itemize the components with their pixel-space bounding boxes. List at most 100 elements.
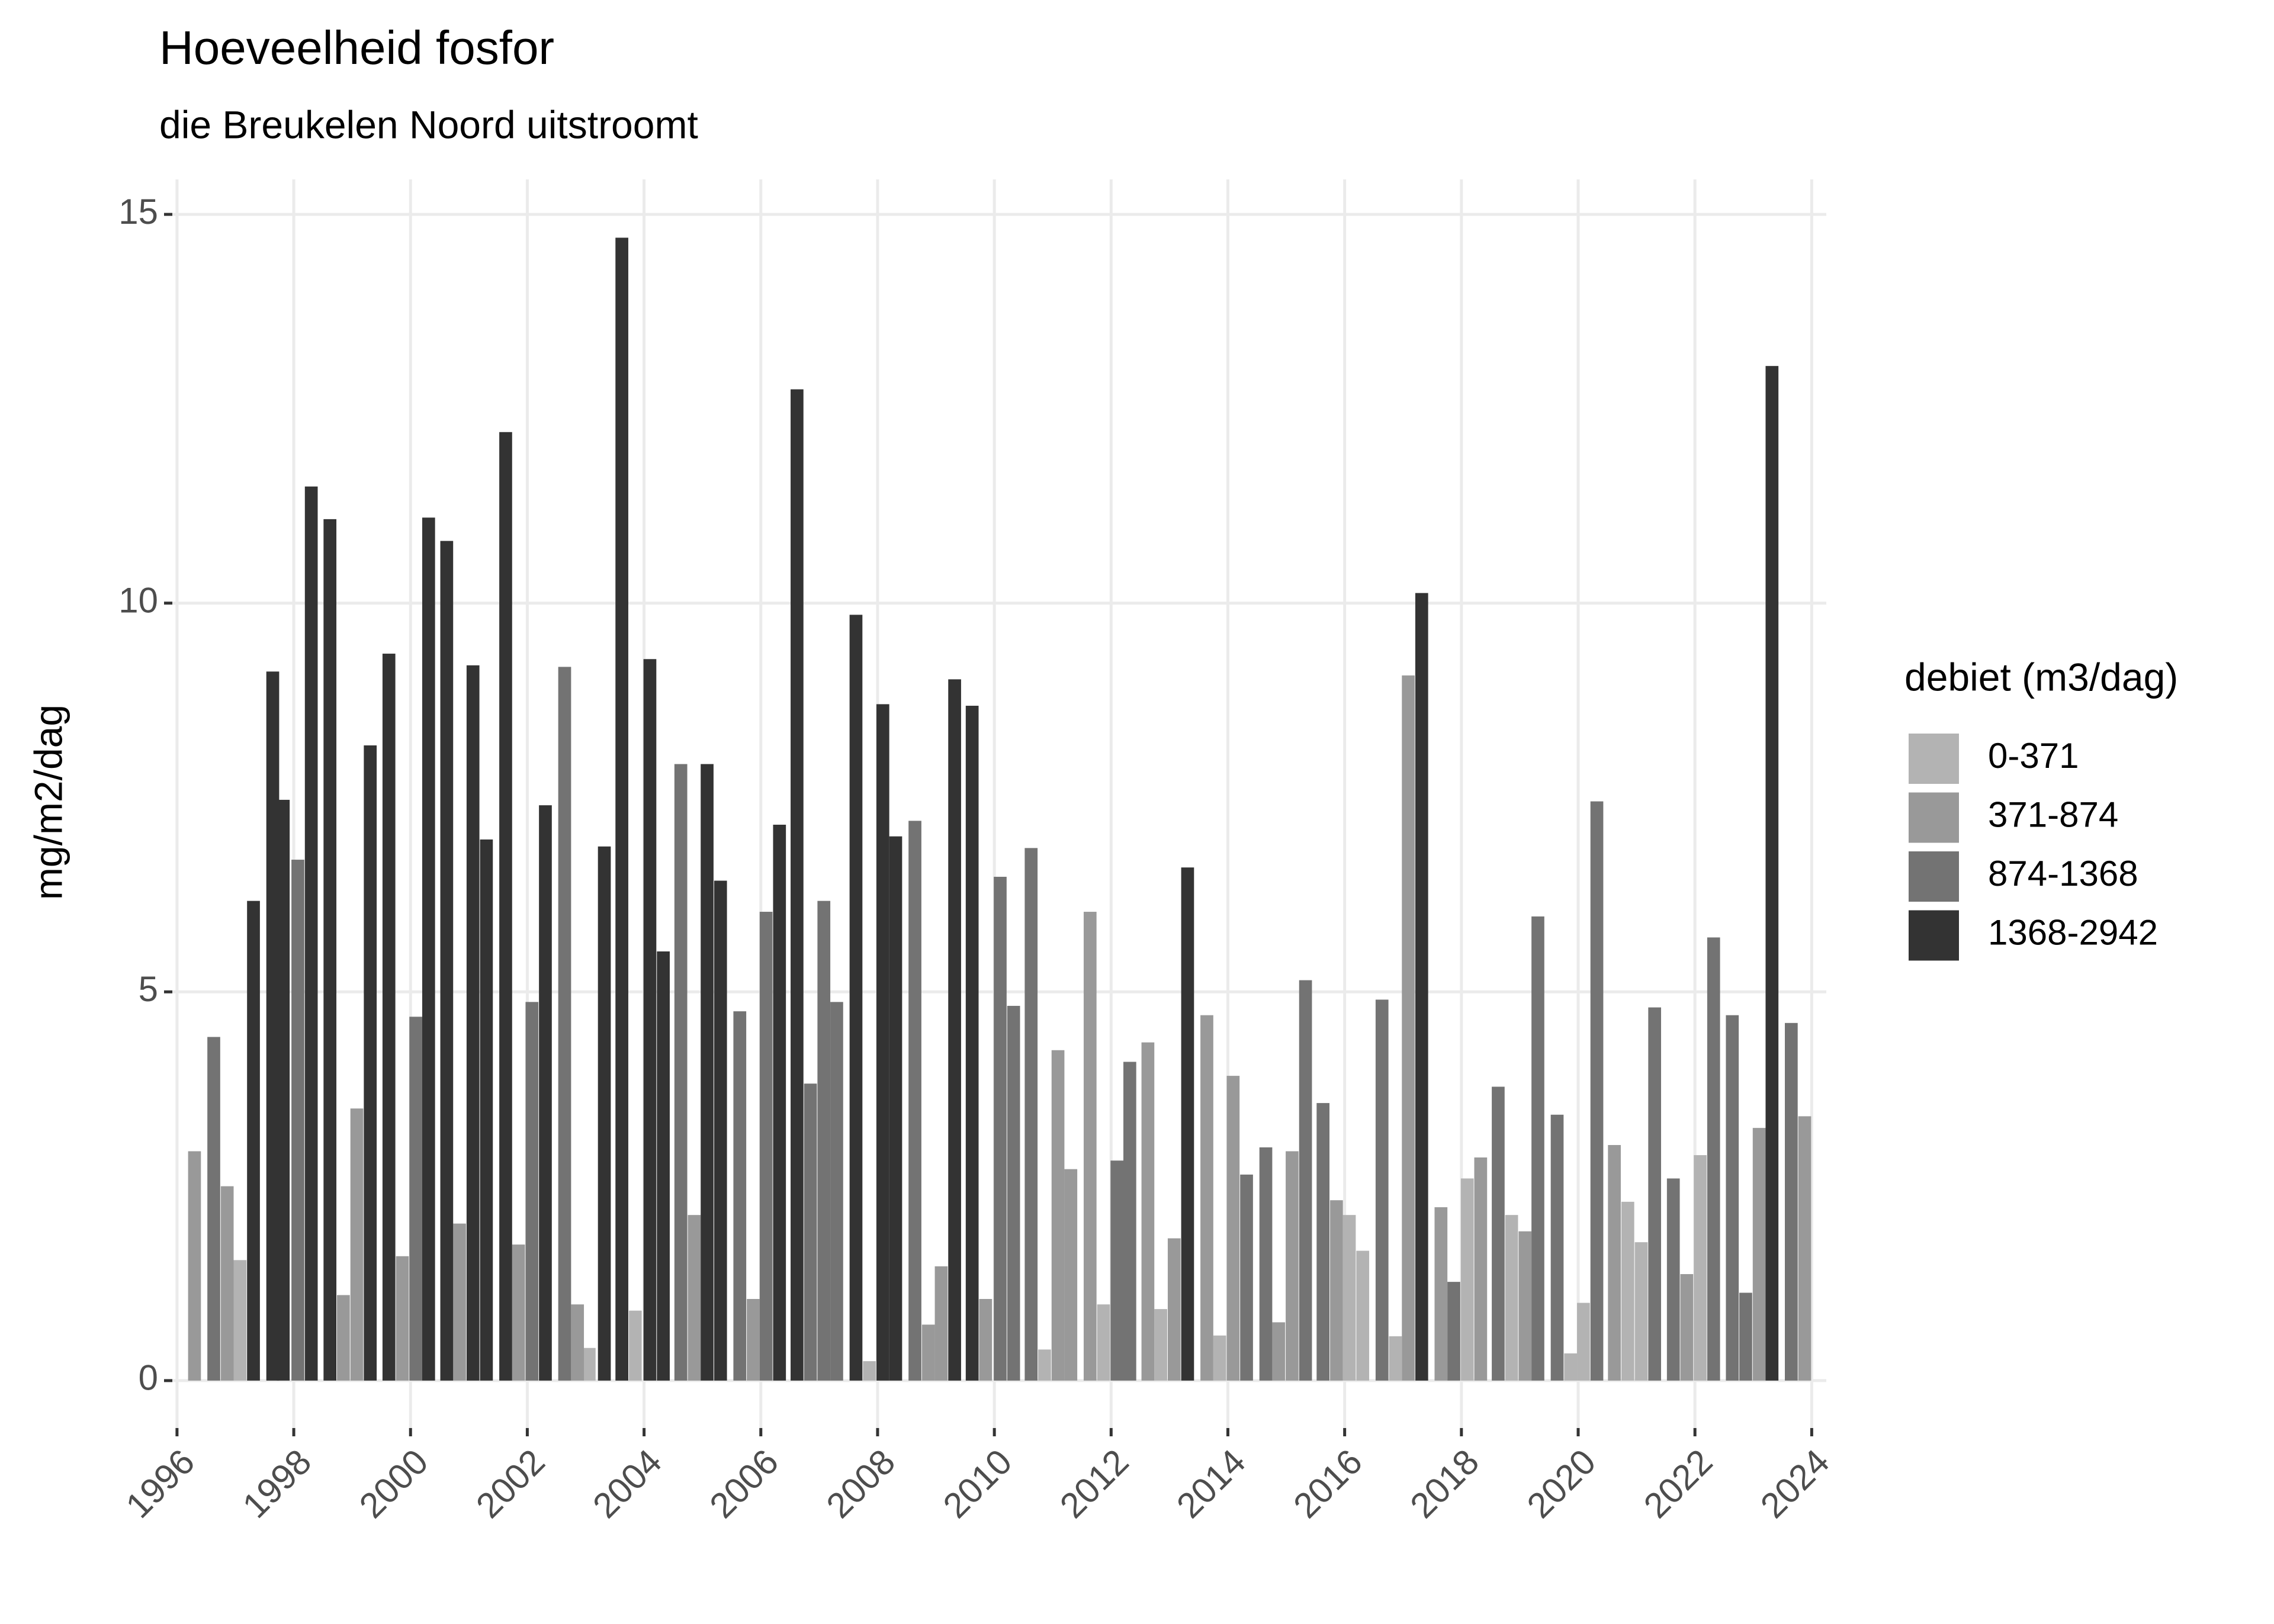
bar xyxy=(889,836,902,1381)
bar xyxy=(1634,1242,1648,1381)
x-tick-label: 2022 xyxy=(1636,1442,1720,1526)
bar xyxy=(849,615,863,1381)
bar xyxy=(480,839,493,1381)
bar xyxy=(1752,1128,1766,1381)
bar xyxy=(1375,999,1389,1381)
bar xyxy=(323,519,337,1381)
bar xyxy=(1226,1076,1240,1381)
bar xyxy=(598,846,611,1381)
bar xyxy=(539,805,552,1381)
y-tick-label: 10 xyxy=(118,581,158,620)
bar xyxy=(615,237,628,1381)
y-axis-label: mg/m2/dag xyxy=(26,705,70,900)
bar xyxy=(1785,1022,1798,1381)
bar xyxy=(948,679,961,1381)
bar xyxy=(1389,1336,1402,1381)
bar xyxy=(453,1223,466,1381)
bar xyxy=(921,1324,935,1381)
bar xyxy=(1240,1174,1253,1381)
bar xyxy=(994,876,1007,1381)
y-tick-label: 5 xyxy=(139,969,158,1009)
bar xyxy=(1590,801,1604,1381)
bar xyxy=(1402,675,1415,1381)
bar xyxy=(422,517,435,1381)
bar xyxy=(364,745,377,1381)
bar xyxy=(876,704,889,1381)
bar xyxy=(188,1151,201,1381)
bar xyxy=(1608,1144,1621,1381)
bar xyxy=(583,1348,596,1381)
x-tick-label: 2024 xyxy=(1753,1442,1837,1526)
bar xyxy=(1694,1155,1707,1381)
bar xyxy=(1739,1292,1752,1381)
bar xyxy=(759,912,773,1381)
bar xyxy=(1680,1274,1694,1381)
bar xyxy=(688,1215,701,1381)
x-tick-label: 2018 xyxy=(1402,1442,1486,1526)
bar xyxy=(207,1037,220,1381)
bar xyxy=(1064,1169,1078,1381)
legend-label: 0-371 xyxy=(1988,736,2079,776)
x-tick-label: 2006 xyxy=(702,1442,786,1526)
bar xyxy=(1330,1200,1343,1381)
bar xyxy=(1097,1304,1110,1381)
legend-key xyxy=(1909,792,1959,843)
bar xyxy=(291,860,304,1381)
bar xyxy=(1141,1042,1155,1381)
bar xyxy=(1110,1160,1123,1381)
bar xyxy=(1024,848,1038,1381)
bar xyxy=(1181,867,1194,1381)
bar xyxy=(1648,1007,1661,1381)
bar xyxy=(337,1295,350,1381)
bar xyxy=(1272,1322,1286,1381)
bar xyxy=(1765,366,1779,1381)
bar xyxy=(499,432,512,1381)
x-tick-label: 2000 xyxy=(352,1442,436,1526)
bar xyxy=(1154,1309,1167,1381)
bar xyxy=(1798,1116,1812,1381)
bar xyxy=(396,1256,409,1381)
bar xyxy=(1167,1238,1181,1381)
bar xyxy=(979,1299,993,1381)
bar xyxy=(1299,980,1312,1381)
bar xyxy=(512,1244,525,1381)
bar xyxy=(1666,1178,1680,1381)
bar xyxy=(525,1002,539,1381)
bar xyxy=(733,1011,747,1381)
y-tick-label: 15 xyxy=(118,192,158,231)
x-tick-label: 1996 xyxy=(118,1442,203,1526)
chart-title: Hoeveelheid fosfor xyxy=(159,21,554,74)
bar xyxy=(1356,1250,1370,1381)
x-tick-label: 2004 xyxy=(585,1442,669,1526)
bar xyxy=(1415,593,1428,1381)
bar xyxy=(1007,1005,1020,1381)
legend-title: debiet (m3/dag) xyxy=(1904,655,2178,699)
x-tick-label: 2016 xyxy=(1286,1442,1370,1526)
bar xyxy=(674,764,688,1381)
x-tick-label: 2010 xyxy=(936,1442,1020,1526)
bar xyxy=(1518,1231,1532,1381)
chart-subtitle: die Breukelen Noord uitstroomt xyxy=(159,102,698,146)
bar xyxy=(1123,1062,1136,1381)
bar xyxy=(657,951,670,1381)
bar xyxy=(220,1186,234,1381)
bar xyxy=(628,1310,642,1381)
bar xyxy=(1531,916,1544,1381)
bar xyxy=(934,1266,948,1381)
bar xyxy=(804,1083,817,1381)
bar xyxy=(1200,1015,1213,1381)
bar xyxy=(266,671,280,1381)
bar xyxy=(558,667,571,1381)
bar xyxy=(409,1017,422,1381)
x-tick-label: 1998 xyxy=(235,1442,319,1526)
bar xyxy=(1286,1151,1299,1381)
bar xyxy=(1492,1086,1505,1381)
bar xyxy=(830,1002,843,1381)
bar xyxy=(791,389,804,1381)
bar xyxy=(1051,1050,1065,1381)
bar xyxy=(1621,1201,1634,1381)
bar xyxy=(1707,937,1720,1381)
x-tick-label: 2002 xyxy=(468,1442,553,1526)
